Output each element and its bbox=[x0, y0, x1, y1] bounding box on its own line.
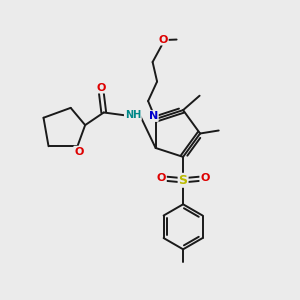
Text: O: O bbox=[74, 147, 84, 157]
Text: O: O bbox=[97, 82, 106, 93]
Text: S: S bbox=[178, 174, 188, 187]
Text: O: O bbox=[200, 173, 210, 183]
Text: NH: NH bbox=[125, 110, 141, 120]
Text: O: O bbox=[158, 34, 168, 44]
Text: O: O bbox=[157, 173, 166, 183]
Text: N: N bbox=[148, 111, 158, 121]
